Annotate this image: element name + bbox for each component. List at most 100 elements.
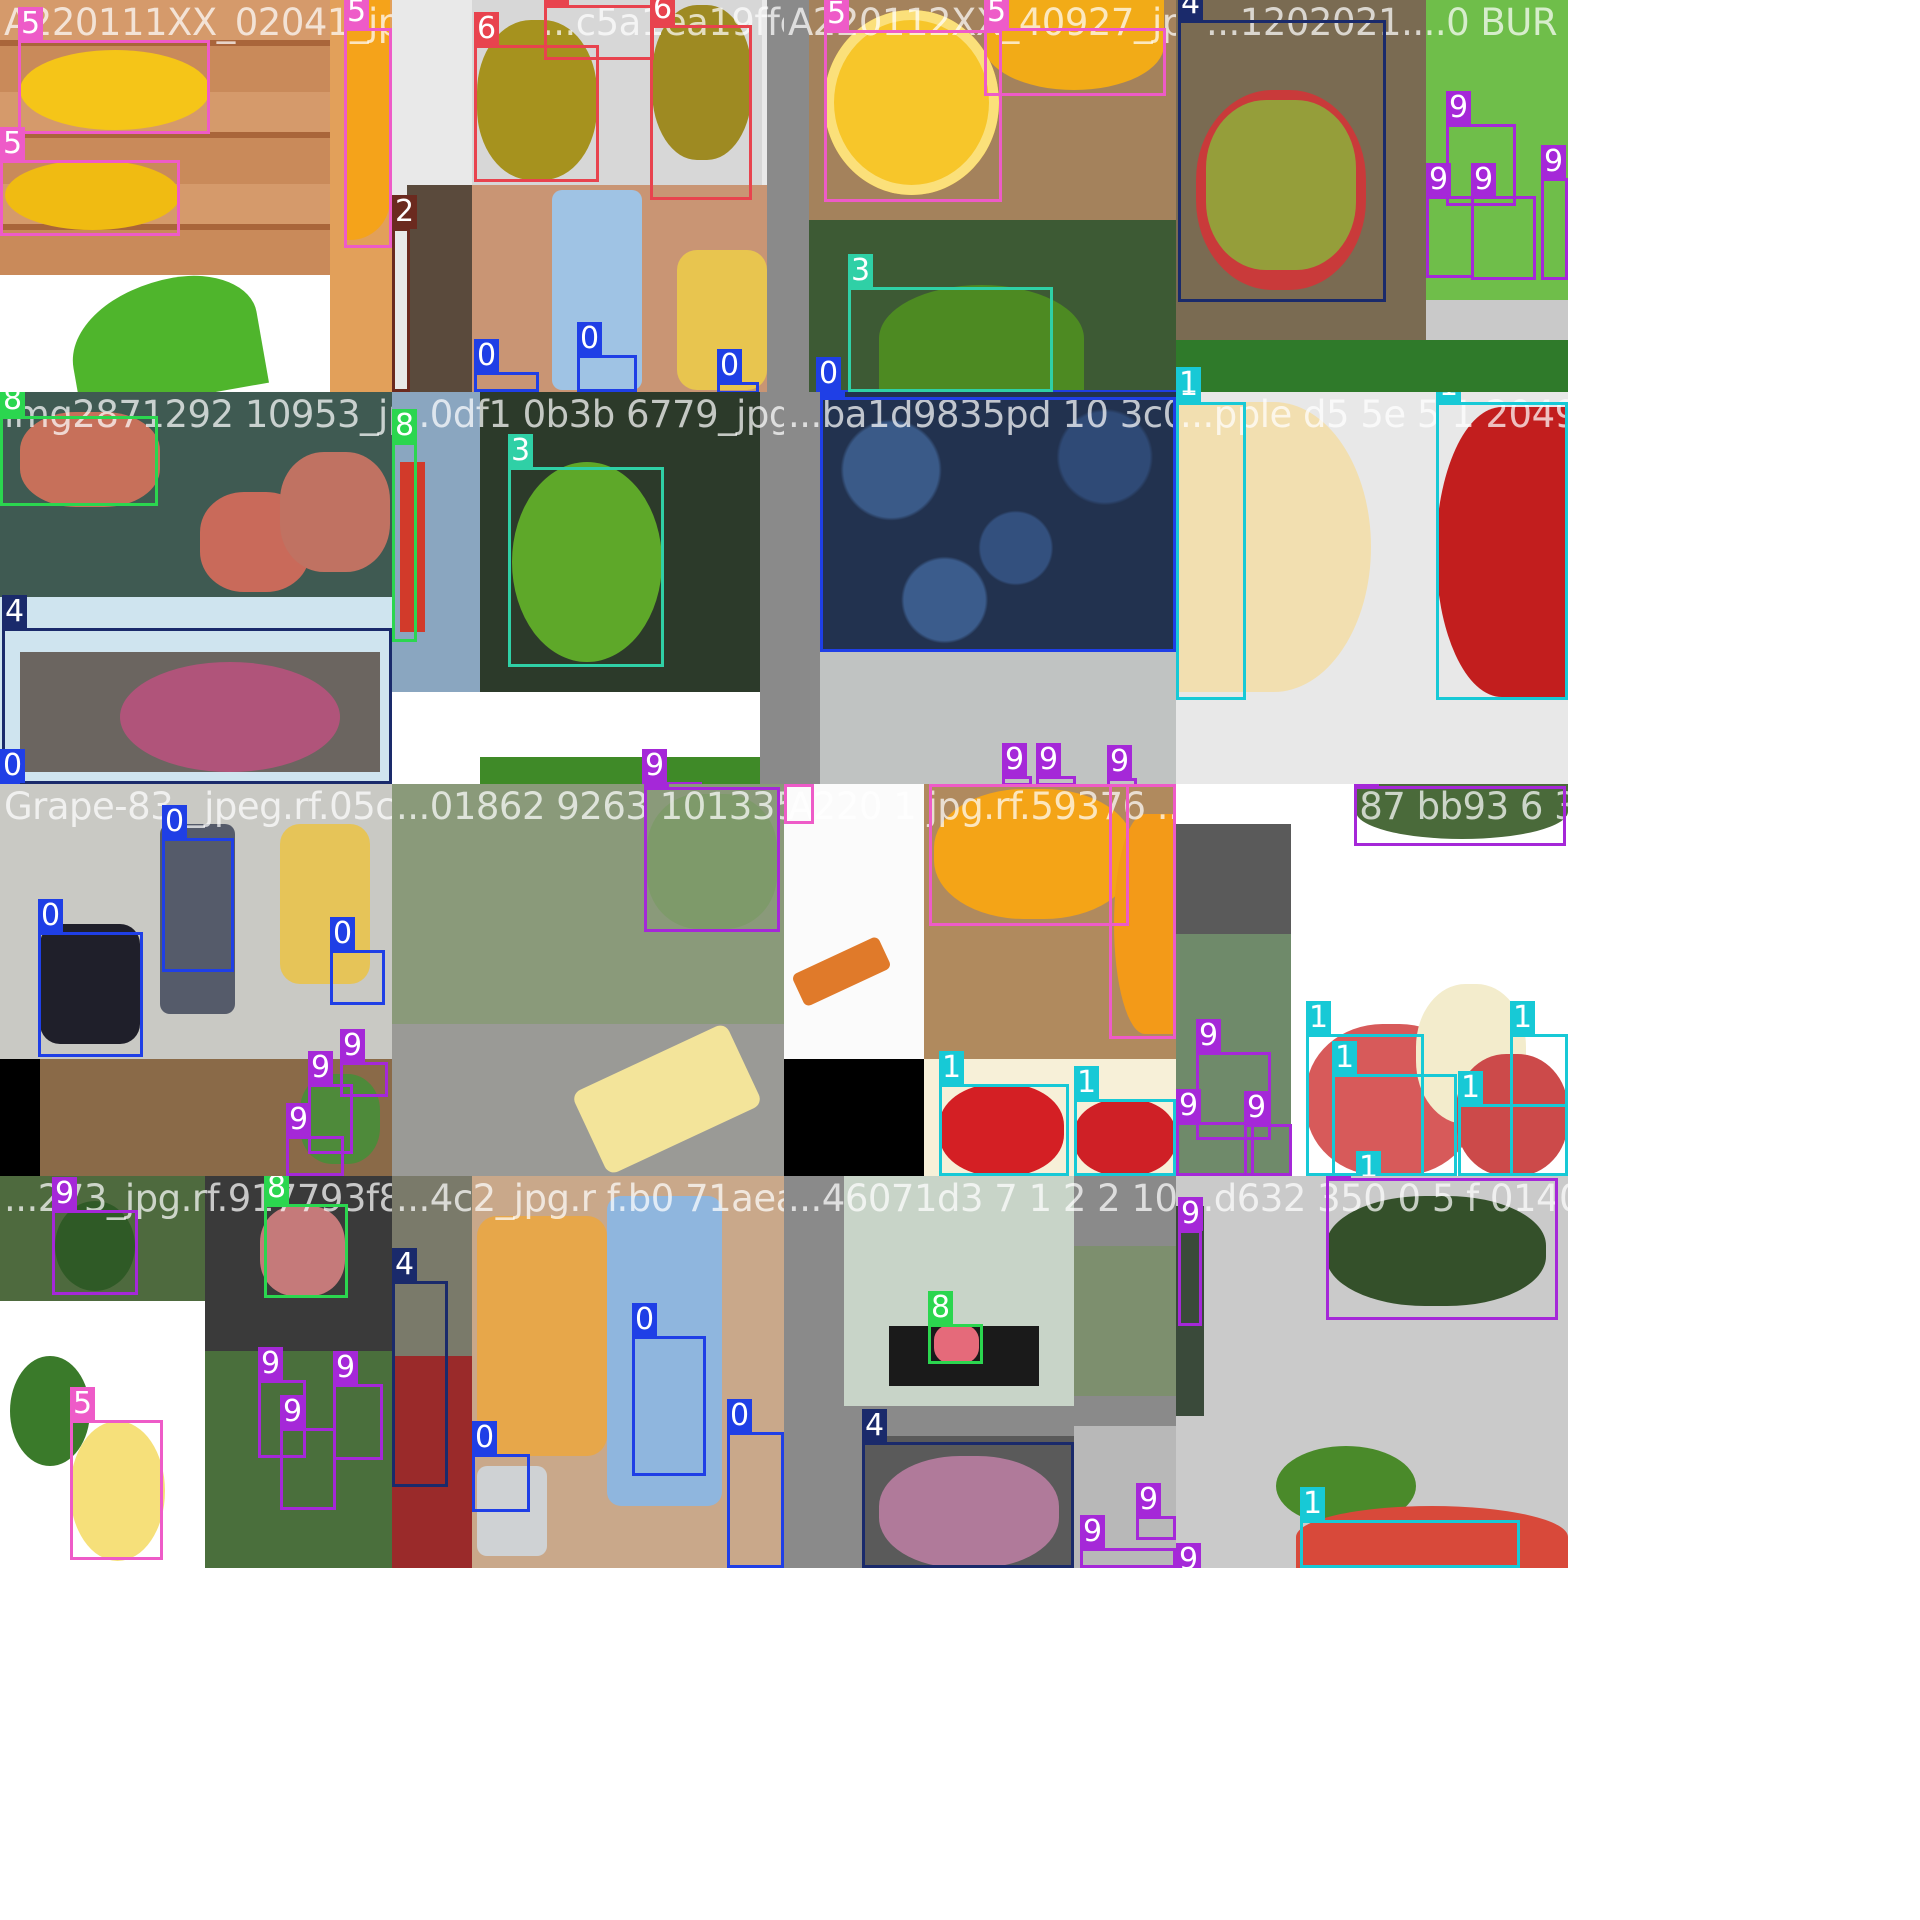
- bbox: 9: [1178, 1197, 1204, 1326]
- mosaic-tile-15: ...46071d3 7 1 2 2 1033c1174 8 4 9 9: [784, 1176, 1176, 1568]
- class-label: 9: [1541, 145, 1567, 179]
- bbox: 5: [824, 0, 1002, 202]
- bbox: 9: [286, 1103, 344, 1176]
- class-label: 0: [474, 339, 500, 373]
- class-label: 9: [1107, 745, 1133, 779]
- bbox: 9: [1036, 743, 1076, 784]
- bbox: 0: [577, 322, 637, 392]
- bbox: 1: [939, 1051, 1069, 1176]
- class-label: 0: [632, 1303, 658, 1337]
- class-label: 1: [1306, 1001, 1332, 1035]
- class-label: 9: [286, 1103, 312, 1137]
- bbox: 5: [0, 127, 180, 236]
- class-label: 0: [38, 899, 64, 933]
- bbox: 0: [717, 349, 759, 392]
- class-label: 5: [1109, 784, 1135, 785]
- bbox: 5: [1109, 784, 1176, 1039]
- bbox: 9: [1136, 1483, 1176, 1540]
- class-label: 0: [727, 1399, 753, 1433]
- bbox: 9: [340, 1029, 388, 1097]
- class-label: 6: [544, 0, 570, 6]
- bbox: 5: [929, 784, 1129, 926]
- class-label: 6: [474, 12, 500, 46]
- bbox: 2: [392, 195, 418, 392]
- class-label: 1: [1300, 1487, 1326, 1521]
- class-label: 0: [816, 357, 842, 391]
- class-label: 9: [1036, 743, 1062, 777]
- bbox: 6: [650, 0, 752, 200]
- class-label: 8: [928, 1291, 954, 1325]
- class-label: 5: [984, 0, 1010, 29]
- bbox: 5: [984, 0, 1166, 96]
- bbox: 5: [70, 1387, 163, 1560]
- class-label: 9: [1002, 743, 1028, 777]
- class-label: 1: [939, 1051, 965, 1085]
- bbox: 6: [474, 12, 599, 182]
- class-label: 0: [0, 749, 26, 783]
- class-label: 5: [18, 7, 44, 41]
- mosaic-tile-9: Grape-83-_jpeg.rf.05c78df3e 0 0 0 9 9 9: [0, 784, 392, 1176]
- bbox: 8: [392, 409, 418, 642]
- class-label: 0: [717, 349, 743, 383]
- bbox: 8: [0, 392, 158, 506]
- class-label: 5: [824, 0, 850, 31]
- class-label: 9: [1446, 91, 1472, 125]
- class-label: 4: [392, 1248, 418, 1282]
- class-label: 1: [1436, 392, 1462, 403]
- bbox: 9: [1426, 163, 1474, 278]
- bbox: 9: [1176, 1089, 1254, 1176]
- class-label: 5: [784, 784, 810, 785]
- bbox: 9: [1326, 1176, 1558, 1320]
- mosaic-tile-1: A220111XX_02041_jpg.rf.e1 0g6 ... 5 5 5 …: [0, 0, 392, 392]
- class-label: 5: [70, 1387, 96, 1421]
- class-label: 6: [650, 0, 676, 26]
- class-label: 1: [1176, 392, 1202, 403]
- bbox: 1: [1300, 1487, 1520, 1568]
- class-label: 9: [1196, 1019, 1222, 1053]
- class-label: 9: [1080, 1515, 1106, 1549]
- bbox: 4: [862, 1409, 1074, 1568]
- class-label: 0: [472, 1421, 498, 1455]
- bbox: 3: [848, 254, 1053, 392]
- class-label: 4: [862, 1409, 888, 1443]
- bbox: 0: [474, 339, 539, 392]
- bbox: 5: [344, 0, 392, 248]
- class-label: 1: [1332, 1041, 1358, 1075]
- bbox: 5: [18, 7, 210, 134]
- mosaic-tile-14: ...4c2_jpg.r f.b0 71aeadbe60e02 4 0 0 0: [392, 1176, 784, 1568]
- class-label: 4: [2, 595, 28, 629]
- bbox: 0: [38, 899, 143, 1057]
- bbox: 3: [508, 434, 664, 667]
- bbox: 1: [1332, 1041, 1457, 1176]
- class-label: 0: [162, 805, 188, 839]
- bbox: 9: [1471, 163, 1536, 280]
- mosaic-tile-6: ...0df1 0b3b 6779_jpg.rf.0bd29a 8 3 9: [392, 392, 784, 784]
- bbox: 1: [1176, 392, 1246, 700]
- bbox: 9: [1107, 745, 1137, 784]
- class-label: 5: [929, 784, 955, 785]
- class-label: 9: [308, 1051, 334, 1085]
- class-label: 9: [1326, 1176, 1352, 1179]
- mosaic-tile-11: A220 1 jpg.rf.59376 ... 5 5 5 1 1: [784, 784, 1176, 1176]
- class-label: 9: [1178, 1197, 1204, 1231]
- bbox: 0: [472, 1421, 530, 1512]
- bbox: 4: [2, 595, 392, 784]
- mosaic-tile-2: ...c5a1ea19ffc42a5194 6 6 6 2 0 0 0: [392, 0, 784, 392]
- class-label: 9: [1354, 784, 1380, 787]
- mosaic-padding-bottom: [0, 1568, 1920, 1920]
- mosaic-tile-5: img2871292 10953_jpg.rf.bfc 8 4 0: [0, 392, 392, 784]
- bbox: 1: [1436, 392, 1568, 700]
- class-label: 3: [848, 254, 874, 288]
- mosaic-tile-8: ...pple d5 5e 5 1 2049e12f5 1 1: [1176, 392, 1568, 784]
- class-label: 5: [0, 127, 26, 161]
- mosaic-tile-7: ...ba1d9835pd 10 3c0ec6c 0 9 9 9: [784, 392, 1176, 784]
- bbox: 9: [1446, 91, 1516, 206]
- class-label: 0: [577, 322, 603, 356]
- mosaic-tile-4: ...1202021....0 BUR 4 9 9 9 9 1: [1176, 0, 1568, 392]
- bbox: 5: [784, 784, 814, 824]
- class-label: 1: [1074, 1066, 1100, 1100]
- bbox: 9: [1354, 784, 1566, 846]
- class-label: 9: [642, 749, 668, 783]
- class-label: 5: [344, 0, 370, 29]
